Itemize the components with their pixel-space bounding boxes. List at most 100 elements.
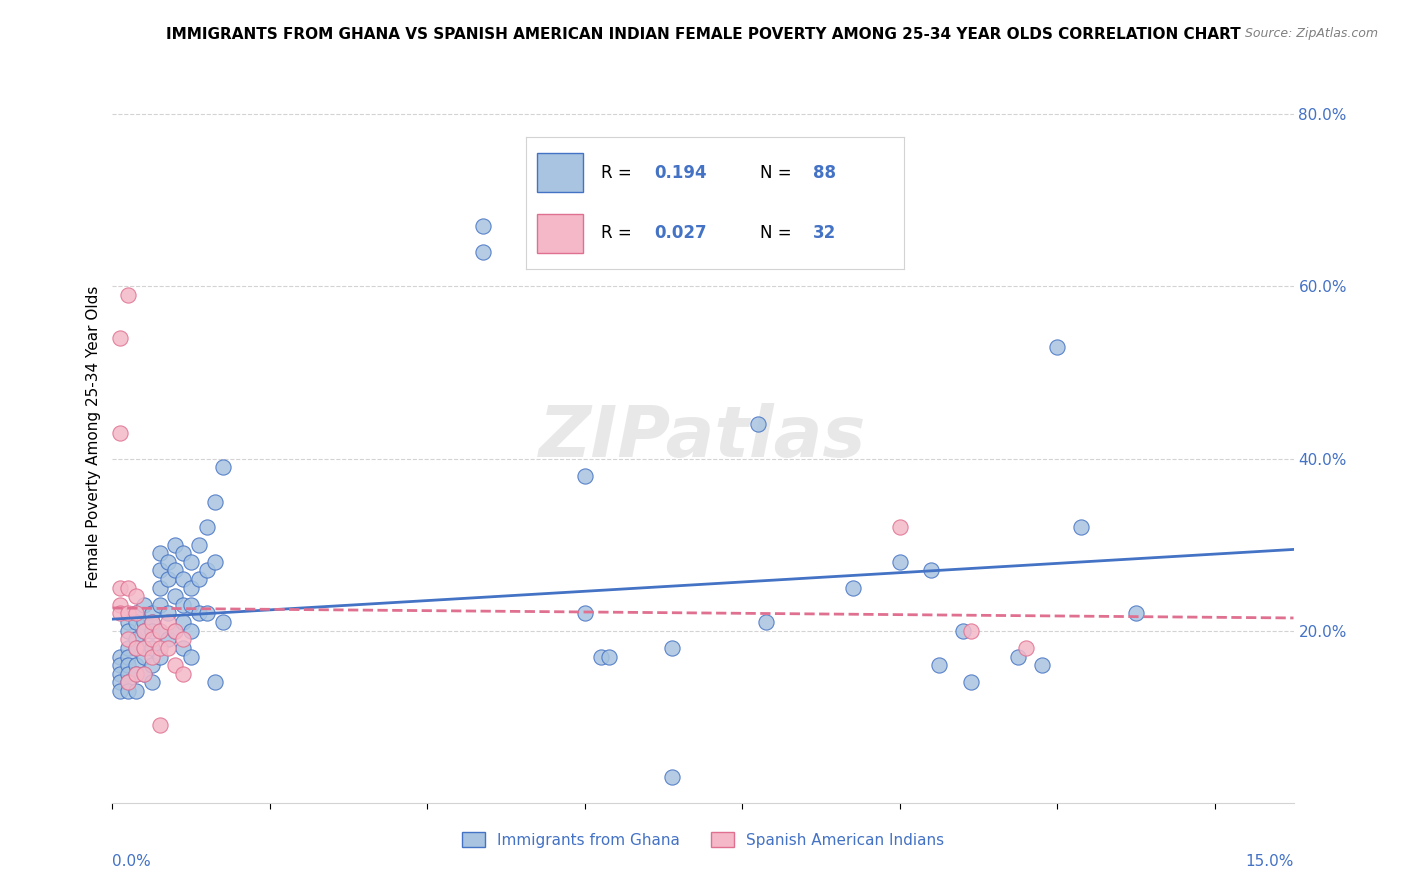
Point: [928, 658, 950, 673]
Point: [110, 666, 132, 681]
Point: [141, 640, 163, 655]
Point: [211, 615, 233, 629]
Point: [1007, 649, 1029, 664]
Text: ZIPatlas: ZIPatlas: [540, 402, 866, 472]
Legend: Immigrants from Ghana, Spanish American Indians: Immigrants from Ghana, Spanish American …: [456, 825, 950, 854]
Point: [117, 288, 139, 302]
Point: [211, 460, 233, 475]
Point: [172, 666, 194, 681]
Point: [180, 624, 202, 638]
Point: [149, 624, 172, 638]
Point: [125, 589, 148, 603]
Point: [172, 640, 194, 655]
Point: [755, 615, 778, 629]
Point: [141, 615, 163, 629]
Point: [132, 640, 155, 655]
Point: [1125, 607, 1147, 621]
Point: [920, 564, 942, 578]
Point: [117, 675, 139, 690]
Point: [959, 675, 981, 690]
Point: [1031, 658, 1053, 673]
Point: [110, 675, 132, 690]
Point: [841, 581, 863, 595]
Point: [117, 640, 139, 655]
Point: [149, 718, 172, 732]
Point: [125, 615, 148, 629]
Point: [172, 615, 194, 629]
Point: [180, 598, 202, 612]
Point: [125, 640, 148, 655]
Point: [188, 607, 211, 621]
Point: [188, 538, 211, 552]
Point: [952, 624, 974, 638]
Point: [180, 581, 202, 595]
Point: [141, 624, 163, 638]
Point: [125, 658, 148, 673]
Point: [132, 666, 155, 681]
Point: [471, 219, 494, 234]
Point: [117, 615, 139, 629]
Text: 15.0%: 15.0%: [1246, 854, 1294, 869]
Point: [141, 632, 163, 647]
Point: [471, 245, 494, 260]
Point: [117, 675, 139, 690]
Y-axis label: Female Poverty Among 25-34 Year Olds: Female Poverty Among 25-34 Year Olds: [86, 286, 101, 588]
Point: [195, 520, 218, 534]
Point: [661, 640, 683, 655]
Point: [156, 555, 179, 569]
Point: [132, 598, 155, 612]
Text: IMMIGRANTS FROM GHANA VS SPANISH AMERICAN INDIAN FEMALE POVERTY AMONG 25-34 YEAR: IMMIGRANTS FROM GHANA VS SPANISH AMERICA…: [166, 27, 1240, 42]
Point: [747, 417, 769, 432]
Point: [132, 640, 155, 655]
Point: [117, 649, 139, 664]
Point: [125, 684, 148, 698]
Point: [165, 624, 187, 638]
Point: [195, 564, 218, 578]
Point: [117, 684, 139, 698]
Point: [195, 607, 218, 621]
Point: [574, 607, 596, 621]
Point: [110, 581, 132, 595]
Point: [156, 615, 179, 629]
Point: [156, 572, 179, 586]
Point: [117, 624, 139, 638]
Point: [117, 666, 139, 681]
Point: [132, 624, 155, 638]
Point: [141, 615, 163, 629]
Point: [149, 581, 172, 595]
Point: [165, 589, 187, 603]
Point: [149, 598, 172, 612]
Point: [110, 598, 132, 612]
Point: [125, 607, 148, 621]
Point: [132, 666, 155, 681]
Point: [156, 607, 179, 621]
Point: [1046, 340, 1069, 354]
Point: [149, 649, 172, 664]
Text: Source: ZipAtlas.com: Source: ZipAtlas.com: [1244, 27, 1378, 40]
Point: [132, 624, 155, 638]
Point: [598, 649, 620, 664]
Point: [589, 649, 612, 664]
Point: [149, 624, 172, 638]
Point: [172, 572, 194, 586]
Point: [125, 640, 148, 655]
Point: [172, 546, 194, 560]
Point: [959, 624, 981, 638]
Point: [204, 494, 226, 508]
Point: [132, 615, 155, 629]
Point: [172, 632, 194, 647]
Point: [889, 520, 911, 534]
Point: [110, 425, 132, 440]
Point: [110, 684, 132, 698]
Point: [180, 555, 202, 569]
Point: [204, 555, 226, 569]
Point: [574, 468, 596, 483]
Point: [110, 607, 132, 621]
Point: [125, 607, 148, 621]
Point: [165, 538, 187, 552]
Point: [110, 331, 132, 345]
Point: [188, 572, 211, 586]
Point: [117, 581, 139, 595]
Point: [156, 632, 179, 647]
Point: [141, 607, 163, 621]
